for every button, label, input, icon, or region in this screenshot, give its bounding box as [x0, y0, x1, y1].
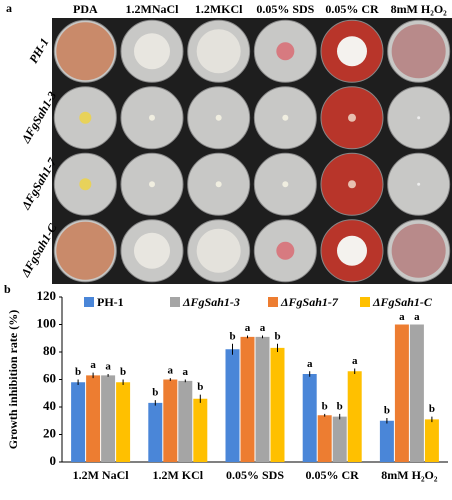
legend-label: PH-1	[97, 295, 124, 309]
colony	[56, 22, 115, 81]
legend-swatch	[84, 297, 94, 307]
colony	[79, 111, 92, 124]
legend-label: ΔFgSah1-7	[280, 295, 339, 309]
bar	[394, 324, 409, 462]
colony	[348, 113, 356, 122]
significance-letter: a	[245, 322, 251, 334]
y-tick-label: 120	[37, 288, 57, 303]
column-header: 8mM H₂O₂	[391, 2, 448, 16]
significance-letter: b	[152, 387, 158, 399]
significance-letter: a	[260, 322, 266, 334]
bar	[86, 375, 101, 462]
bar	[225, 349, 240, 462]
colony	[149, 181, 155, 188]
bar	[178, 380, 193, 462]
legend-swatch	[170, 297, 180, 307]
significance-letter: a	[105, 361, 111, 373]
colony	[149, 114, 155, 121]
bar	[317, 415, 332, 462]
x-tick-label: 1.2M NaCl	[73, 468, 130, 482]
colony	[391, 223, 446, 278]
significance-letter: a	[352, 355, 358, 367]
y-tick-label: 60	[43, 370, 56, 385]
row-label: PH-1	[26, 36, 51, 66]
significance-letter: b	[384, 405, 390, 417]
bar	[71, 382, 86, 462]
colony	[56, 221, 115, 280]
significance-letter: b	[322, 400, 328, 412]
bar	[163, 379, 178, 462]
colony	[276, 241, 295, 260]
bar	[302, 374, 317, 462]
legend-swatch	[360, 297, 370, 307]
y-tick-label: 40	[43, 398, 56, 413]
bar	[347, 371, 362, 462]
bar	[424, 419, 439, 462]
significance-letter: a	[90, 359, 96, 371]
panel-label: a	[6, 1, 12, 15]
legend-label: ΔFgSah1-C	[372, 295, 433, 309]
x-tick-label: 1.2M KCl	[152, 468, 203, 482]
colony	[417, 116, 421, 120]
panel-label: b	[4, 282, 11, 296]
y-tick-label: 80	[43, 343, 56, 358]
significance-letter: a	[183, 366, 189, 378]
colony	[134, 33, 170, 70]
bar	[255, 336, 270, 462]
bar	[240, 336, 255, 462]
bar	[148, 402, 163, 462]
bar	[332, 416, 347, 462]
y-axis-label: Growth inhibition rate (%)	[6, 310, 20, 449]
column-header: 0.05% SDS	[256, 2, 314, 16]
significance-letter: b	[337, 400, 343, 412]
colony	[134, 232, 170, 269]
colony	[215, 114, 222, 121]
y-tick-label: 20	[43, 425, 56, 440]
x-tick-label: 0.05% SDS	[226, 468, 284, 482]
colony	[282, 114, 289, 121]
x-tick-label: 8mM H₂O₂	[381, 468, 438, 482]
colony	[337, 235, 367, 266]
significance-letter: b	[197, 381, 203, 393]
column-header: 0.05% CR	[325, 2, 379, 16]
significance-letter: b	[75, 366, 81, 378]
column-header: PDA	[73, 2, 98, 16]
column-header: 1.2MKCl	[195, 2, 243, 16]
significance-letter: b	[120, 366, 126, 378]
bar	[409, 324, 424, 462]
significance-letter: b	[274, 330, 280, 342]
y-tick-label: 100	[37, 315, 57, 330]
colony	[196, 228, 241, 273]
colony	[215, 181, 222, 188]
colony	[282, 181, 289, 188]
significance-letter: a	[168, 365, 174, 377]
bar	[379, 420, 394, 462]
photo-background	[52, 18, 452, 284]
colony	[348, 180, 356, 189]
significance-letter: a	[414, 311, 420, 323]
bar	[116, 382, 131, 462]
bar	[270, 347, 285, 462]
significance-letter: b	[429, 403, 435, 415]
column-header: 1.2MNaCl	[126, 2, 180, 16]
colony	[391, 24, 446, 79]
colony	[417, 182, 421, 186]
colony	[276, 42, 295, 61]
y-tick-label: 0	[50, 453, 57, 468]
significance-letter: a	[399, 311, 405, 323]
bar	[101, 375, 116, 462]
significance-letter: b	[229, 330, 235, 342]
colony	[79, 178, 92, 191]
colony	[337, 36, 367, 67]
bar	[193, 398, 208, 462]
colony	[196, 29, 241, 74]
legend-label: ΔFgSah1-3	[182, 295, 240, 309]
x-tick-label: 0.05% CR	[306, 468, 360, 482]
legend-swatch	[268, 297, 278, 307]
significance-letter: a	[307, 358, 313, 370]
